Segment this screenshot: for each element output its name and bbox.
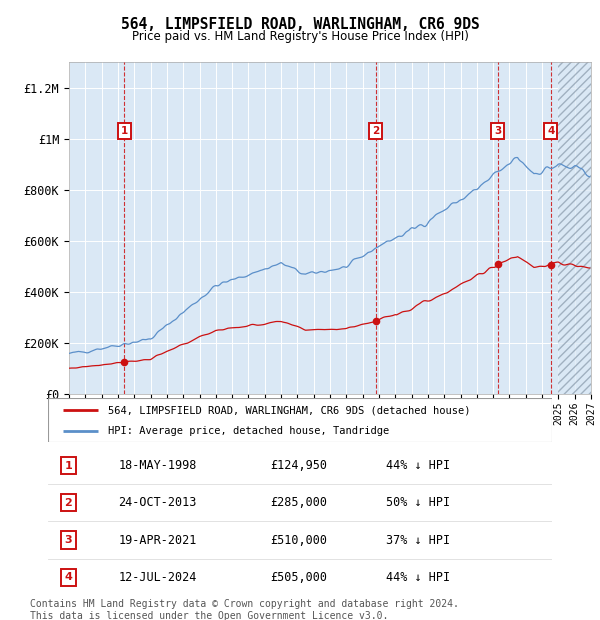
Text: Contains HM Land Registry data © Crown copyright and database right 2024.
This d: Contains HM Land Registry data © Crown c… — [30, 599, 459, 620]
Text: 37% ↓ HPI: 37% ↓ HPI — [386, 534, 450, 546]
Text: 1: 1 — [121, 126, 128, 136]
Text: 2: 2 — [372, 126, 379, 136]
Text: £285,000: £285,000 — [270, 497, 327, 509]
Text: 44% ↓ HPI: 44% ↓ HPI — [386, 571, 450, 583]
Text: 12-JUL-2024: 12-JUL-2024 — [119, 571, 197, 583]
Text: 24-OCT-2013: 24-OCT-2013 — [119, 497, 197, 509]
Text: 44% ↓ HPI: 44% ↓ HPI — [386, 459, 450, 472]
Text: £510,000: £510,000 — [270, 534, 327, 546]
Text: 3: 3 — [494, 126, 502, 136]
Text: 4: 4 — [547, 126, 554, 136]
Text: 50% ↓ HPI: 50% ↓ HPI — [386, 497, 450, 509]
Bar — [559, 62, 591, 394]
Text: 564, LIMPSFIELD ROAD, WARLINGHAM, CR6 9DS (detached house): 564, LIMPSFIELD ROAD, WARLINGHAM, CR6 9D… — [109, 405, 471, 415]
Text: 18-MAY-1998: 18-MAY-1998 — [119, 459, 197, 472]
Text: £505,000: £505,000 — [270, 571, 327, 583]
FancyBboxPatch shape — [48, 398, 552, 442]
Text: 564, LIMPSFIELD ROAD, WARLINGHAM, CR6 9DS: 564, LIMPSFIELD ROAD, WARLINGHAM, CR6 9D… — [121, 17, 479, 32]
Text: 3: 3 — [64, 535, 72, 545]
Text: 19-APR-2021: 19-APR-2021 — [119, 534, 197, 546]
Text: £124,950: £124,950 — [270, 459, 327, 472]
Text: 2: 2 — [64, 498, 72, 508]
Text: 1: 1 — [64, 461, 72, 471]
Text: Price paid vs. HM Land Registry's House Price Index (HPI): Price paid vs. HM Land Registry's House … — [131, 30, 469, 43]
Text: 4: 4 — [64, 572, 72, 582]
Text: HPI: Average price, detached house, Tandridge: HPI: Average price, detached house, Tand… — [109, 426, 390, 436]
